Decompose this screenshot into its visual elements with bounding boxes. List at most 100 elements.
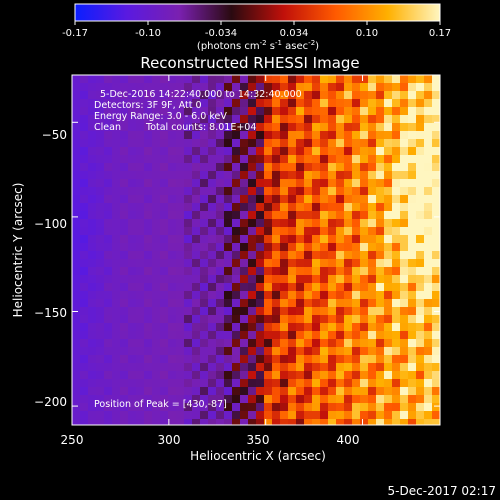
heatmap-cell (168, 323, 177, 332)
heatmap-cell (400, 395, 409, 404)
heatmap-cell (312, 363, 321, 372)
heatmap-cell (264, 163, 273, 172)
heatmap-cell (136, 163, 145, 172)
heatmap-cell (160, 275, 169, 284)
heatmap-cell (384, 339, 393, 348)
heatmap-cell (352, 99, 361, 108)
heatmap-cell (248, 339, 257, 348)
heatmap-cell (224, 395, 233, 404)
heatmap-cell (224, 259, 233, 268)
heatmap-cell (392, 91, 401, 100)
heatmap-cell (152, 291, 161, 300)
heatmap-cell (208, 75, 217, 84)
heatmap-cell (184, 235, 193, 244)
heatmap-cell (216, 299, 225, 308)
heatmap-cell (320, 259, 329, 268)
y-tick-label: −200 (34, 395, 67, 409)
heatmap-cell (192, 275, 201, 284)
heatmap-cell (184, 259, 193, 268)
heatmap-cell (248, 179, 257, 188)
heatmap-cell (416, 83, 425, 92)
heatmap-cell (256, 171, 265, 180)
heatmap-cell (400, 419, 409, 425)
heatmap-cell (384, 299, 393, 308)
heatmap-cell (136, 307, 145, 316)
heatmap-cell (312, 83, 321, 92)
heatmap-cell (336, 299, 345, 308)
heatmap-cell (176, 243, 185, 252)
heatmap-cell (336, 123, 345, 132)
colorbar-ticks (74, 21, 441, 25)
chart-title: Reconstructed RHESSI Image (140, 54, 359, 72)
heatmap-cell (376, 355, 385, 364)
heatmap-cell (224, 115, 233, 124)
heatmap-cell (288, 235, 297, 244)
heatmap-cell (328, 131, 337, 140)
heatmap-cell (272, 83, 281, 92)
heatmap-cell (264, 115, 273, 124)
heatmap-cell (264, 323, 273, 332)
heatmap-cell (248, 419, 257, 425)
heatmap-cell (408, 235, 417, 244)
heatmap-cell (304, 203, 313, 212)
heatmap-cell (144, 411, 153, 420)
heatmap-cell (360, 171, 369, 180)
colorbar-tick-label: 0.17 (429, 28, 451, 39)
heatmap-cell (72, 91, 81, 100)
heatmap-cell (240, 339, 249, 348)
heatmap-cell (200, 203, 209, 212)
heatmap-cell (256, 75, 265, 84)
heatmap-cell (328, 323, 337, 332)
heatmap-cell (88, 347, 97, 356)
heatmap-cell (96, 187, 105, 196)
heatmap-cell (216, 187, 225, 196)
heatmap-cell (344, 171, 353, 180)
heatmap-cell (176, 219, 185, 228)
heatmap-cell (240, 275, 249, 284)
heatmap-cell (240, 419, 249, 425)
heatmap-cell (384, 83, 393, 92)
heatmap-cell (344, 251, 353, 260)
heatmap-cell (432, 315, 440, 324)
heatmap-cell (208, 91, 217, 100)
heatmap-cell (400, 195, 409, 204)
heatmap-cell (152, 403, 161, 412)
heatmap-cell (328, 347, 337, 356)
heatmap-cell (384, 387, 393, 396)
colorbar-tick-label: 0.034 (280, 28, 309, 39)
heatmap-cell (368, 187, 377, 196)
heatmap-cell (296, 203, 305, 212)
heatmap-cell (320, 203, 329, 212)
heatmap-cell (312, 227, 321, 236)
heatmap-cell (320, 331, 329, 340)
heatmap-cell (152, 195, 161, 204)
heatmap-cell (192, 115, 201, 124)
heatmap-cell (304, 139, 313, 148)
heatmap-cell (360, 315, 369, 324)
heatmap-cell (72, 419, 81, 425)
heatmap-cell (248, 83, 257, 92)
heatmap-cell (336, 283, 345, 292)
heatmap-cell (312, 211, 321, 220)
heatmap-cell (160, 139, 169, 148)
heatmap-cell (80, 91, 89, 100)
heatmap-cell (416, 251, 425, 260)
heatmap-cell (360, 139, 369, 148)
heatmap-cell (184, 331, 193, 340)
heatmap-cell (160, 379, 169, 388)
heatmap-cell (224, 267, 233, 276)
heatmap-cell (352, 307, 361, 316)
heatmap-cell (80, 203, 89, 212)
heatmap-cell (280, 363, 289, 372)
heatmap-cell (296, 139, 305, 148)
heatmap-cell (336, 315, 345, 324)
heatmap-cell (368, 203, 377, 212)
heatmap-cell (280, 211, 289, 220)
heatmap-cell (120, 395, 129, 404)
heatmap-cell (72, 331, 81, 340)
heatmap-cell (192, 227, 201, 236)
heatmap-cell (312, 331, 321, 340)
heatmap-cell (72, 251, 81, 260)
heatmap-cell (224, 195, 233, 204)
heatmap-cell (352, 419, 361, 425)
